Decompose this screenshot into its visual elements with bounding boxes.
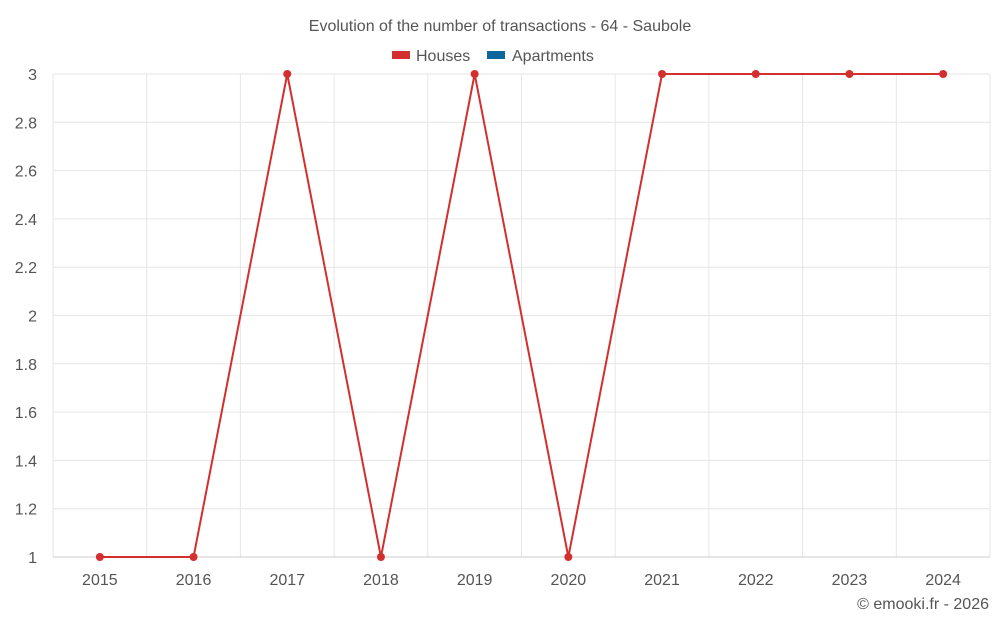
legend-swatch-houses [392,51,410,59]
data-point-houses[interactable] [95,553,104,561]
y-tick-label: 2.6 [15,164,37,181]
x-tick-label: 2019 [457,572,493,589]
y-axis-ticks: 1 1.2 1.4 1.6 1.8 2 2.2 2.4 2.6 2.8 3 [15,67,37,567]
data-point-houses[interactable] [283,70,292,78]
credit-text: © emooki.fr - 2026 [857,596,989,613]
series-layer [95,70,948,561]
y-tick-label: 2.2 [15,260,37,277]
x-tick-label: 2018 [363,572,399,589]
x-tick-label: 2015 [82,572,118,589]
x-tick-label: 2020 [551,572,587,589]
y-tick-label: 1.8 [15,357,37,374]
y-tick-label: 1 [28,550,37,567]
legend-item-apartments[interactable]: Apartments [487,48,594,65]
y-tick-label: 1.4 [15,453,37,470]
y-tick-label: 2.8 [15,115,37,132]
legend-label-houses: Houses [416,48,470,65]
chart-title: Evolution of the number of transactions … [309,18,692,35]
x-tick-label: 2024 [925,572,961,589]
x-tick-label: 2023 [832,572,868,589]
legend-label-apartments: Apartments [512,48,594,65]
series-line-houses [99,73,944,558]
legend-swatch-apartments [487,51,505,59]
x-tick-label: 2022 [738,572,774,589]
y-tick-label: 1.2 [15,502,37,519]
data-point-houses[interactable] [845,70,854,78]
x-tick-label: 2016 [176,572,212,589]
x-tick-label: 2021 [644,572,680,589]
data-point-houses[interactable] [751,70,760,78]
data-point-houses[interactable] [189,553,198,561]
legend: Houses Apartments [392,48,594,65]
y-tick-label: 2 [28,309,37,326]
y-tick-label: 1.6 [15,405,37,422]
data-point-houses[interactable] [939,70,948,78]
x-tick-label: 2017 [269,572,305,589]
data-point-houses[interactable] [376,553,385,561]
data-point-houses[interactable] [564,553,573,561]
y-tick-label: 2.4 [15,212,37,229]
y-tick-label: 3 [28,67,37,84]
legend-item-houses[interactable]: Houses [392,48,470,65]
data-point-houses[interactable] [658,70,667,78]
x-axis-ticks: 2015 2016 2017 2018 2019 2020 2021 2022 2023 2024 [82,572,961,589]
data-point-houses[interactable] [470,70,479,78]
